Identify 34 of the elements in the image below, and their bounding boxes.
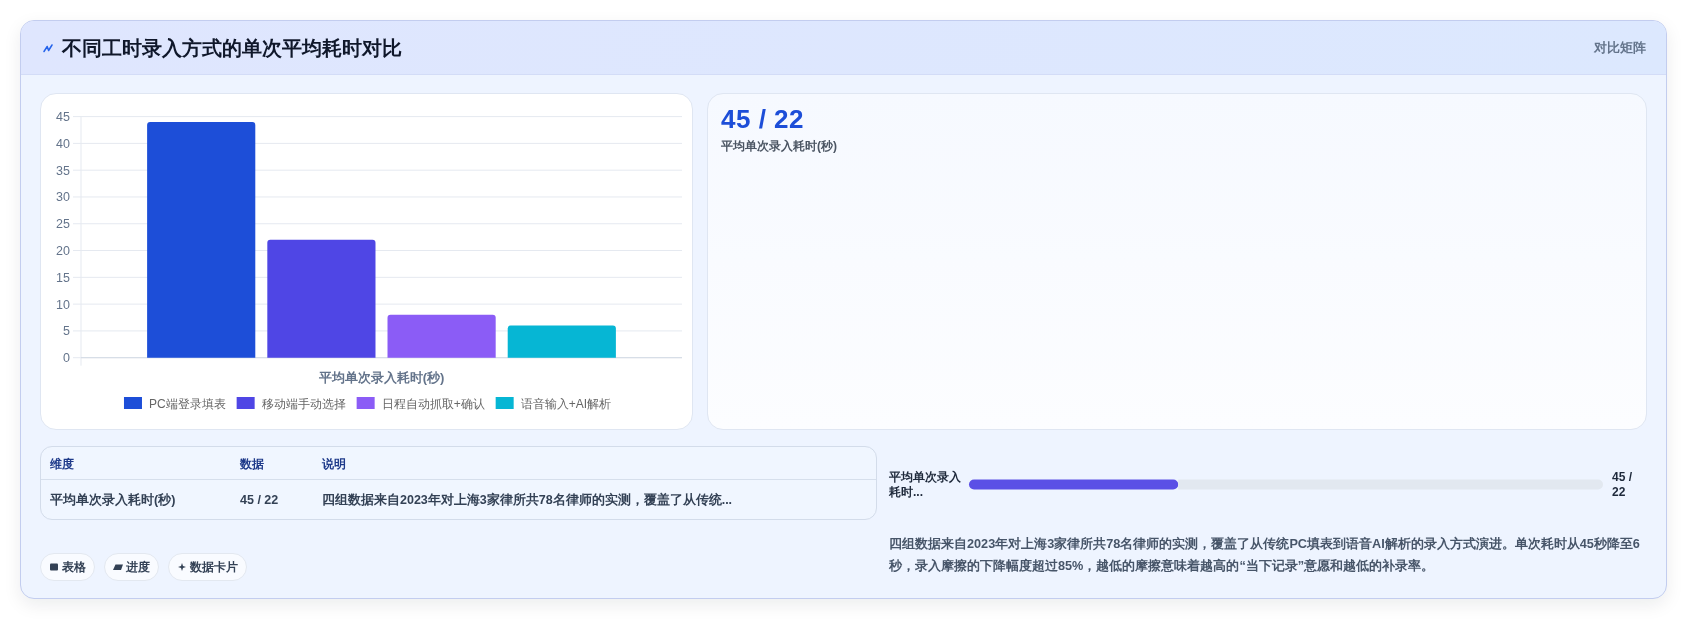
y-tick-label: 40 — [56, 136, 71, 151]
text: 平均单次录入耗时(秒) — [50, 492, 176, 509]
bar — [147, 121, 256, 358]
text: 数据 — [240, 456, 264, 473]
legend-label: 语音输入+AI解析 — [520, 396, 612, 411]
bar — [267, 239, 376, 358]
y-tick-label: 10 — [56, 297, 71, 312]
text: 45 / 22 — [240, 492, 279, 509]
y-tick-label: 25 — [56, 217, 71, 232]
y-tick-label: 15 — [56, 270, 71, 285]
text: 四组数据来自2023年对上海3家律所共78名律师的实测，覆盖了从传统PC填表到语音AI解析的录入方式演进。单次耗时从45秒降至6秒，录入摩擦的下降幅度超过85%，越低的摩擦意味着越高的“当下记录”意愿和越低的补录率。 — [889, 535, 1641, 575]
y-tick-label: 35 — [56, 163, 71, 178]
text: 维度 — [50, 456, 74, 473]
text: 说明 — [322, 456, 346, 473]
bar — [507, 325, 616, 358]
y-tick-label: 30 — [56, 190, 71, 205]
text: 对比矩阵 — [1594, 40, 1646, 57]
text: 45 / 22 — [1612, 469, 1633, 500]
legend-label: 日程自动抓取+确认 — [381, 396, 485, 411]
y-tick-label: 平均单次录入耗时... — [889, 469, 962, 500]
text: 平均单次录入耗时(秒) — [721, 138, 837, 154]
text: 数据卡片 — [190, 558, 238, 576]
bar — [387, 314, 496, 358]
text: 四组数据来自2023年对上海3家律所共78名律师的实测，覆盖了从传统... — [322, 491, 733, 509]
y-tick-label: 45 — [56, 110, 71, 125]
y-tick-label: 0 — [63, 351, 71, 366]
y-tick-label: 5 — [63, 324, 71, 339]
legend-label: PC端登录填表 — [148, 396, 226, 411]
y-tick-label: 20 — [56, 244, 71, 259]
text: 不同工时录入方式的单次平均耗时对比 — [62, 36, 402, 61]
text: 表格 — [62, 558, 86, 576]
text: 45 / 22 — [721, 104, 805, 134]
legend-label: 移动端手动选择 — [261, 396, 346, 411]
text: 进度 — [126, 558, 150, 576]
